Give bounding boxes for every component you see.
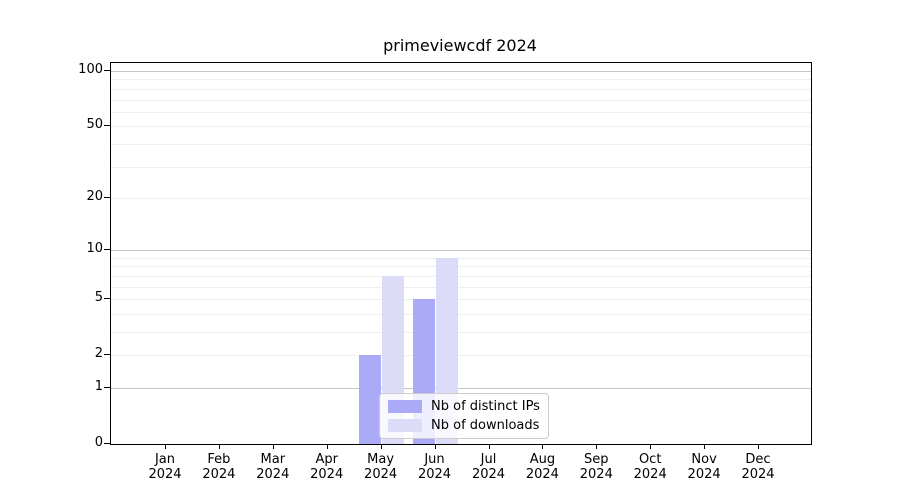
legend-label: Nb of downloads bbox=[431, 418, 540, 433]
x-tick-month: Mar bbox=[260, 452, 286, 467]
x-tick-label-jul: Jul 2024 bbox=[461, 452, 517, 482]
y-tick-label: 5 bbox=[94, 290, 103, 306]
gridline-major bbox=[111, 71, 811, 72]
gridline-minor bbox=[111, 88, 811, 90]
gridline-minor bbox=[111, 286, 811, 288]
x-tick-year: 2024 bbox=[148, 467, 182, 482]
gridline-minor bbox=[111, 166, 811, 168]
x-tick-month: Jan bbox=[154, 452, 176, 467]
x-tick-year: 2024 bbox=[202, 467, 236, 482]
y-tick-mark bbox=[104, 70, 110, 71]
y-tick-label: 1 bbox=[94, 379, 103, 394]
legend-entry: Nb of downloads bbox=[388, 418, 540, 433]
x-tick-mark bbox=[488, 444, 490, 449]
x-tick-year: 2024 bbox=[525, 467, 559, 482]
gridline-minor bbox=[111, 111, 811, 113]
x-tick-month: Aug bbox=[529, 452, 556, 467]
gridline-minor bbox=[111, 266, 811, 268]
gridline-minor bbox=[111, 126, 811, 128]
y-tick-label: 100 bbox=[78, 62, 103, 77]
y-tick-mark bbox=[104, 387, 110, 388]
x-tick-year: 2024 bbox=[417, 467, 452, 482]
x-tick-label-dec: Dec 2024 bbox=[730, 452, 786, 482]
x-tick-label-jan: Jan 2024 bbox=[137, 452, 193, 482]
x-tick-label-aug: Aug 2024 bbox=[514, 452, 570, 482]
gridline-minor bbox=[111, 332, 811, 333]
x-tick-mark bbox=[758, 444, 759, 449]
x-tick-label-oct: Oct 2024 bbox=[622, 452, 678, 482]
x-tick-year: 2024 bbox=[633, 467, 667, 482]
x-tick-year: 2024 bbox=[579, 467, 613, 482]
x-tick-label-sep: Sep 2024 bbox=[568, 452, 624, 482]
x-tick-label-feb: Feb 2024 bbox=[191, 452, 247, 482]
x-tick-mark bbox=[272, 444, 274, 449]
x-tick-month: Dec bbox=[745, 452, 771, 467]
x-tick-month: Sep bbox=[584, 452, 609, 467]
x-tick-month: Apr bbox=[315, 452, 338, 467]
x-tick-label-nov: Nov 2024 bbox=[676, 452, 732, 482]
bar-nb-of-distinct-ips-may bbox=[358, 355, 381, 444]
y-tick-label: 10 bbox=[86, 241, 103, 257]
y-tick-mark bbox=[104, 125, 110, 127]
y-tick-mark bbox=[104, 196, 110, 198]
legend: Nb of distinct IPs Nb of downloads bbox=[379, 393, 549, 439]
gridline-minor bbox=[111, 99, 811, 101]
gridline-minor bbox=[111, 313, 811, 315]
x-tick-year: 2024 bbox=[471, 467, 506, 482]
legend-swatch bbox=[388, 419, 422, 432]
x-tick-mark bbox=[596, 444, 598, 449]
x-tick-label-mar: Mar 2024 bbox=[245, 452, 301, 482]
y-tick-label: 20 bbox=[86, 188, 103, 204]
gridline-minor bbox=[111, 257, 811, 259]
gridline-minor bbox=[111, 299, 811, 301]
legend-entry: Nb of distinct IPs bbox=[388, 399, 540, 414]
x-tick-mark bbox=[650, 444, 652, 449]
y-tick-mark bbox=[104, 443, 110, 444]
y-tick-mark bbox=[104, 298, 110, 300]
gridline-minor bbox=[111, 275, 811, 277]
x-tick-month: Nov bbox=[691, 452, 717, 467]
gridline-minor bbox=[111, 79, 811, 81]
x-tick-mark bbox=[434, 444, 436, 449]
x-tick-mark bbox=[326, 444, 328, 449]
chart-title: primeviewcdf 2024 bbox=[383, 36, 537, 55]
x-tick-mark bbox=[542, 444, 544, 449]
x-tick-label-jun: Jun 2024 bbox=[407, 452, 463, 482]
gridline-minor bbox=[111, 355, 811, 357]
x-tick-month: Jun bbox=[424, 452, 445, 467]
x-tick-mark bbox=[218, 444, 220, 449]
x-tick-month: Jul bbox=[480, 452, 497, 467]
x-tick-month: Oct bbox=[638, 452, 662, 467]
legend-label: Nb of distinct IPs bbox=[431, 399, 540, 414]
x-tick-year: 2024 bbox=[310, 467, 344, 482]
x-tick-year: 2024 bbox=[364, 467, 398, 482]
x-tick-year: 2024 bbox=[256, 467, 290, 482]
x-tick-month: Feb bbox=[207, 452, 231, 467]
x-tick-label-may: May 2024 bbox=[353, 452, 409, 482]
x-tick-mark bbox=[380, 444, 382, 449]
y-tick-label: 0 bbox=[94, 435, 103, 450]
y-tick-mark bbox=[104, 354, 110, 356]
gridline-minor bbox=[111, 143, 811, 145]
x-tick-mark bbox=[704, 444, 706, 449]
plot-area: Nb of distinct IPs Nb of downloads bbox=[110, 62, 812, 445]
y-tick-mark bbox=[104, 249, 110, 251]
x-tick-year: 2024 bbox=[741, 467, 775, 482]
x-tick-label-apr: Apr 2024 bbox=[299, 452, 355, 482]
x-tick-year: 2024 bbox=[687, 467, 721, 482]
gridline-major bbox=[111, 388, 811, 389]
y-tick-label: 50 bbox=[86, 117, 103, 133]
x-tick-mark bbox=[165, 444, 166, 449]
legend-swatch bbox=[388, 400, 422, 413]
gridline-minor bbox=[111, 197, 811, 199]
y-tick-label: 2 bbox=[94, 346, 103, 362]
x-tick-month: May bbox=[367, 452, 395, 467]
gridline-major bbox=[111, 250, 811, 252]
